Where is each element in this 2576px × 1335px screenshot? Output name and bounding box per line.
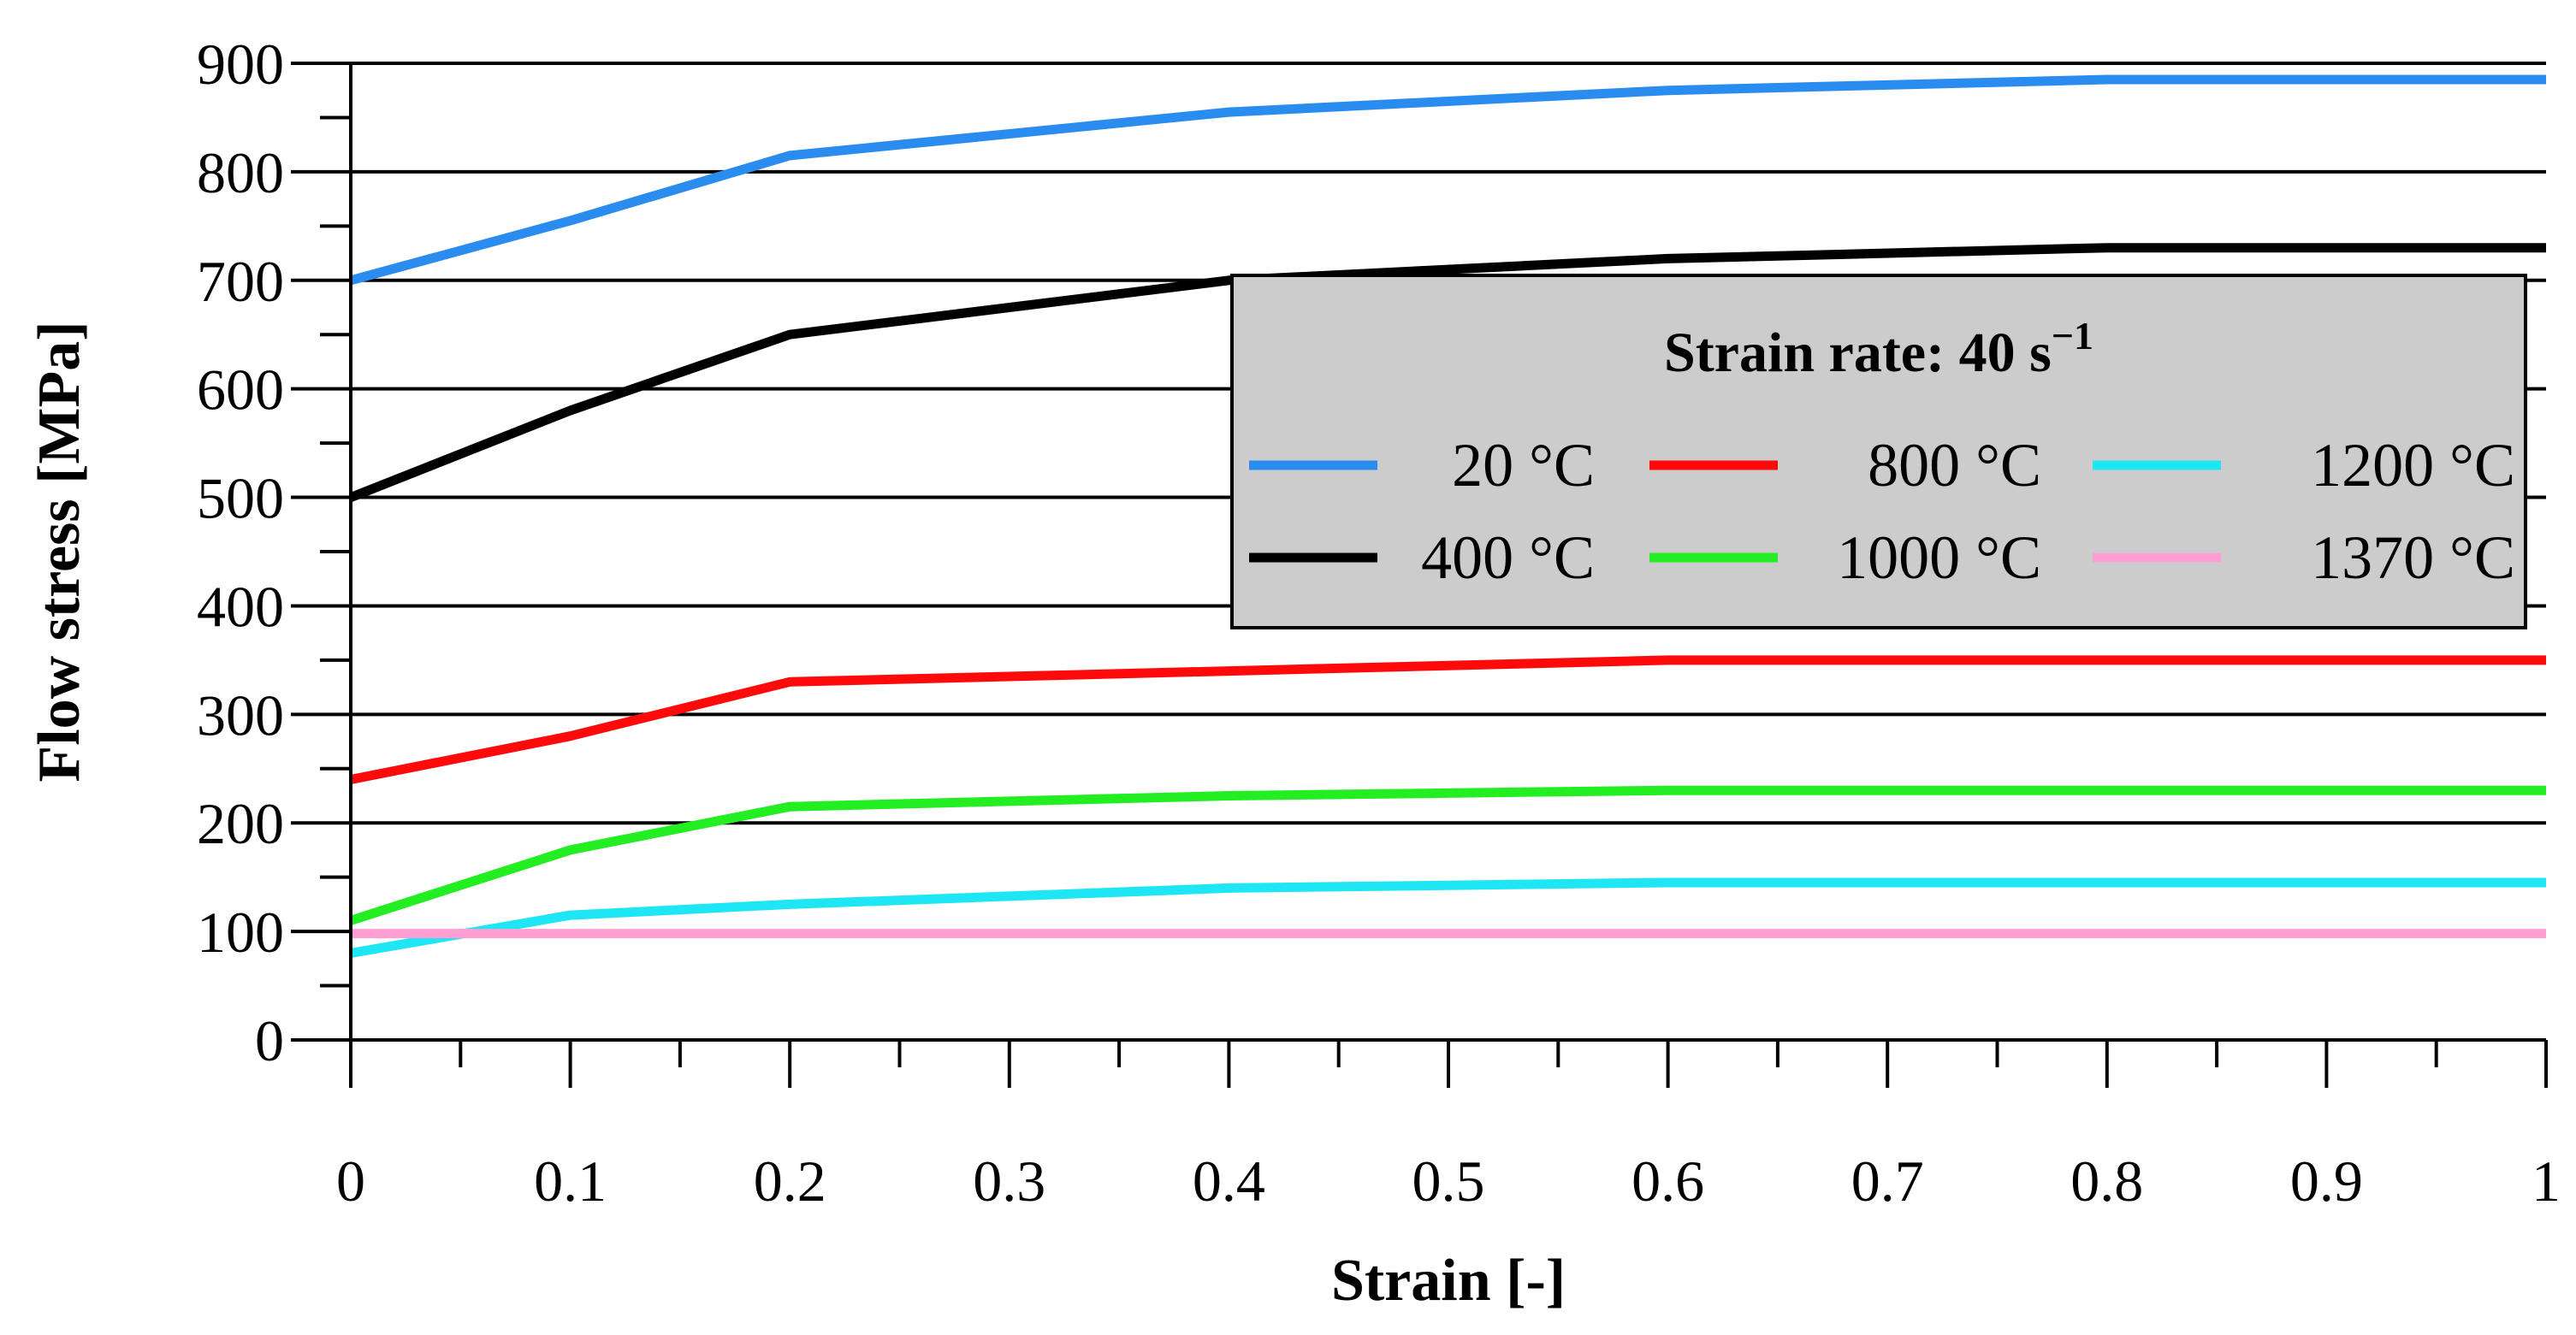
legend-box bbox=[1230, 274, 2527, 629]
x-tick-label: 0.1 bbox=[534, 1149, 607, 1214]
x-tick-label: 0.2 bbox=[754, 1149, 826, 1214]
legend-label: 1200 °C bbox=[2311, 431, 2515, 499]
series-layer bbox=[348, 74, 2546, 958]
legend-label: 400 °C bbox=[1421, 523, 1595, 592]
series-line-1000c bbox=[349, 785, 2546, 925]
y-axis-title: Flow stress [MPa] bbox=[27, 321, 92, 782]
y-tick-label: 0 bbox=[255, 1008, 284, 1073]
legend-label: 20 °C bbox=[1452, 431, 1595, 499]
series-line-400c bbox=[348, 243, 2546, 502]
series-line-1200c bbox=[350, 877, 2546, 958]
x-tick-label: 0.8 bbox=[2070, 1149, 2143, 1214]
y-tick-label: 400 bbox=[197, 574, 284, 639]
legend-label: 1370 °C bbox=[2311, 523, 2515, 592]
x-axis-title: Strain [-] bbox=[1331, 1248, 1566, 1314]
x-tick-label: 0.4 bbox=[1193, 1149, 1265, 1214]
x-tick-label: 0.6 bbox=[1631, 1149, 1704, 1214]
x-tick-label: 1 bbox=[2532, 1149, 2561, 1214]
y-tick-label: 600 bbox=[197, 357, 284, 422]
x-tick-label: 0.3 bbox=[973, 1149, 1045, 1214]
y-tick-label: 500 bbox=[197, 466, 284, 531]
axis-layer: 0 100 200 300 400 500 600 700 800 900 0 0.1 0.2 0.3 0.… bbox=[197, 32, 2561, 1214]
series-line-800c bbox=[349, 655, 2546, 784]
legend-title-superscript: −1 bbox=[2052, 314, 2093, 357]
legend: Strain rate: 40 s−1 20 °C 400 °C 800 °C 1000… bbox=[1230, 274, 2527, 629]
y-tick-label: 800 bbox=[197, 140, 284, 205]
series-line-20c bbox=[349, 74, 2546, 286]
x-tick-label: 0 bbox=[336, 1149, 365, 1214]
legend-title-text: Strain rate: 40 s bbox=[1664, 322, 2052, 384]
y-tick-label: 100 bbox=[197, 900, 284, 965]
y-tick-label: 200 bbox=[197, 791, 284, 856]
y-tick-label: 300 bbox=[197, 682, 284, 747]
x-tick-label: 0.9 bbox=[2290, 1149, 2363, 1214]
x-tick-label: 0.5 bbox=[1412, 1149, 1485, 1214]
legend-title: Strain rate: 40 s−1 bbox=[1664, 314, 2093, 384]
y-tick-label: 900 bbox=[197, 32, 284, 97]
legend-label: 1000 °C bbox=[1837, 523, 2041, 592]
x-tick-label: 0.7 bbox=[1851, 1149, 1924, 1214]
legend-label: 800 °C bbox=[1868, 431, 2041, 499]
y-tick-label: 700 bbox=[197, 249, 284, 314]
